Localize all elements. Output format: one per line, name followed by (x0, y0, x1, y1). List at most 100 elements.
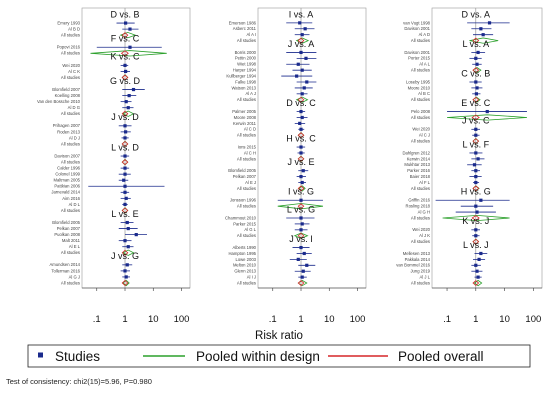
all-studies-label: All studies (411, 186, 430, 191)
study-marker (298, 121, 302, 125)
study-marker (474, 263, 478, 267)
study-marker (126, 245, 130, 249)
comparison-label: G vs. D (110, 76, 141, 86)
study-marker (128, 45, 132, 49)
study-label: Popovi 2016 (57, 45, 81, 50)
study-marker (474, 92, 479, 96)
comparison-label: J vs. C (462, 116, 490, 126)
study-label: Koelling 2008 (55, 93, 81, 98)
study-marker (481, 33, 485, 37)
all-studies-label: All studies (61, 280, 80, 285)
study-label: Calder 1996 (57, 166, 80, 171)
study-marker (123, 190, 127, 194)
x-tick-label: 10 (324, 314, 335, 325)
study-marker (476, 157, 480, 161)
study-marker (305, 80, 309, 84)
pooled-overall (297, 203, 305, 210)
study-marker (300, 115, 304, 120)
study-marker (474, 204, 478, 208)
study-marker (300, 275, 304, 279)
study-label: Parker 2015 (233, 221, 256, 226)
comparison-label: L vs. A (462, 39, 489, 49)
pooled-overall (472, 37, 480, 44)
x-tick-label: .1 (93, 314, 101, 325)
study-marker (124, 275, 128, 279)
study-marker (476, 50, 480, 55)
study-label: Borris 2000 (235, 50, 257, 55)
study-label: Loseby 1995 (406, 79, 431, 84)
study-label: Davison 2001 (404, 50, 430, 55)
study-label: Porter 2015 (408, 56, 431, 61)
comparison-label: F vs. C (111, 34, 140, 44)
pooled-overall (472, 238, 480, 245)
study-label: Prihagen 2007 (53, 123, 81, 128)
all-studies-label: All studies (411, 97, 430, 102)
study-label: Pelo 2008 (411, 109, 431, 114)
x-tick-label: 100 (525, 314, 541, 325)
study-marker (125, 220, 129, 225)
study-marker (126, 106, 130, 110)
all-studies-label: All studies (237, 38, 256, 43)
study-label: Al A J (246, 91, 256, 96)
study-label: Chammout 2010 (225, 215, 257, 220)
pooled-overall (121, 32, 129, 39)
study-label: Rosling 2018 (406, 204, 431, 209)
study-marker (123, 184, 127, 188)
pooled-overall (121, 140, 129, 147)
study-marker (302, 251, 306, 256)
comparison-label: H vs. C (286, 133, 316, 143)
comparison-label: K vs. C (111, 52, 141, 62)
pooled-overall (121, 249, 129, 256)
study-label: Dahlgren 2012 (403, 150, 431, 155)
comparison-label: E vs. C (461, 98, 491, 108)
all-studies-label: All studies (61, 51, 80, 56)
all-studies-label: All studies (237, 280, 256, 285)
legend-studies-marker (38, 352, 43, 358)
study-marker (476, 275, 480, 279)
study-marker (487, 21, 492, 25)
study-label: van Bommel 2016 (396, 263, 430, 268)
study-label: Kerwin 2014 (407, 156, 431, 161)
study-label: Pakkala 2014 (405, 257, 431, 262)
study-marker (299, 175, 303, 179)
legend-pooled-design-label: Pooled within design (196, 349, 320, 364)
x-tick-label: 1 (298, 314, 303, 325)
pooled-overall (121, 74, 129, 81)
panels: D vs. B Emery 1993 Al B D All studies F vs. … (37, 7, 543, 289)
study-marker (474, 234, 478, 238)
all-studies-label: All studies (411, 68, 430, 73)
x-axis-panel-1: .1 1 10 100 (82, 287, 190, 325)
pooled-overall (297, 232, 305, 239)
study-label: Al A I (246, 32, 256, 37)
study-label: Al C D (244, 127, 256, 132)
legend-studies-label: Studies (55, 349, 100, 364)
study-marker (299, 50, 303, 55)
all-studies-label: All studies (61, 141, 80, 146)
study-marker (479, 251, 483, 256)
study-marker (299, 216, 303, 220)
study-label: Al C J (419, 133, 430, 138)
all-studies-label: All studies (237, 156, 256, 161)
study-marker (296, 257, 300, 261)
pooled-overall (472, 185, 480, 192)
study-label: Jonsson 1996 (230, 198, 257, 203)
study-label: Al B D (68, 27, 80, 32)
pooled-overall (121, 279, 129, 286)
study-label: Glenn 2013 (234, 269, 256, 274)
comparison-label: J vs. I (289, 234, 313, 244)
study-marker (124, 196, 128, 200)
comparison-label: H vs. G (461, 187, 491, 197)
study-marker (124, 100, 128, 104)
